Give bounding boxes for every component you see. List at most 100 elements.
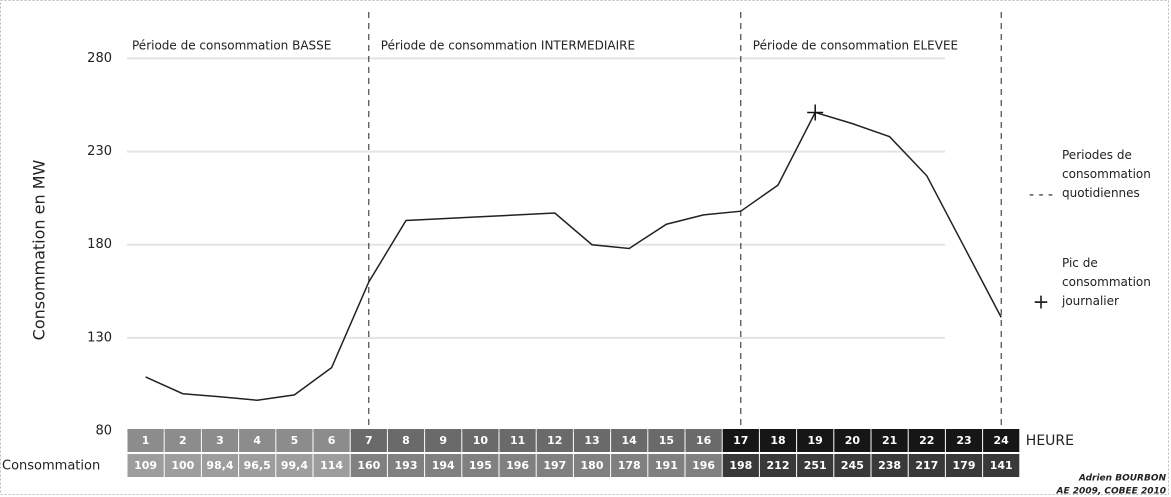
hour-table: 1 109 2 100 3 98,4 4 96,5 5 99,4 6 114 7 160 8 193 9 194 1… — [127, 429, 1020, 477]
period-label: Période de consommation ELEVEE — [753, 39, 958, 53]
hour-cell — [685, 429, 722, 452]
hour-cell — [536, 429, 573, 452]
y-tick-label: 230 — [87, 144, 112, 159]
hour-cell — [759, 429, 797, 452]
hour-cell — [648, 429, 685, 452]
hour-cell — [350, 429, 387, 452]
hour-label: 4 — [253, 434, 261, 447]
hour-label: 9 — [439, 434, 447, 447]
hour-label: 14 — [622, 434, 638, 447]
hour-cell — [834, 429, 871, 452]
hour-label: 5 — [291, 434, 299, 447]
value-label: 99,4 — [281, 459, 308, 472]
value-cell — [127, 454, 164, 477]
hour-label: 6 — [328, 434, 336, 447]
value-label: 96,5 — [244, 459, 271, 472]
y-tick-label: 280 — [87, 51, 112, 66]
value-cell — [797, 454, 834, 477]
value-label: 109 — [134, 459, 157, 472]
legend-label: Pic de consommation journalier — [1061, 256, 1151, 308]
value-label: 196 — [506, 459, 529, 472]
hour-cell — [908, 429, 945, 452]
hour-cell — [871, 429, 908, 452]
legend-symbol: + — [1033, 290, 1050, 314]
credit: Adrien BOURBON — [1078, 474, 1167, 484]
value-cell — [462, 454, 499, 477]
hour-cell — [239, 429, 276, 452]
value-label: 160 — [357, 459, 380, 472]
value-cell — [387, 454, 425, 477]
y-axis-label: Consommation en MW — [30, 160, 49, 341]
y-tick-label: 180 — [87, 237, 112, 252]
period-label: Période de consommation INTERMEDIAIRE — [381, 39, 635, 53]
value-label: 212 — [767, 459, 790, 472]
value-label: 217 — [915, 459, 938, 472]
value-cell — [834, 454, 871, 477]
value-cell — [759, 454, 797, 477]
credit: AE 2009, COBEE 2010 — [1056, 487, 1166, 497]
value-cell — [722, 454, 759, 477]
hour-label: 11 — [510, 434, 525, 447]
hour-cell — [201, 429, 239, 452]
row-label: Consommation — [2, 459, 100, 474]
value-cell — [611, 454, 648, 477]
hour-label: 20 — [845, 434, 861, 447]
value-cell — [871, 454, 908, 477]
hour-label: 12 — [547, 434, 562, 447]
value-label: 178 — [618, 459, 641, 472]
y-tick-label: 130 — [87, 330, 112, 345]
value-cell — [164, 454, 201, 477]
hour-label: 8 — [402, 434, 410, 447]
legend-label: Periodes de consommation quotidiennes — [1062, 148, 1151, 200]
line — [145, 111, 1002, 402]
hour-label: 3 — [216, 434, 224, 447]
value-cell — [536, 454, 573, 477]
hour-cell — [945, 429, 983, 452]
value-label: 245 — [841, 459, 864, 472]
hour-cell — [164, 429, 201, 452]
value-cell — [983, 454, 1020, 477]
hour-label: 13 — [584, 434, 599, 447]
value-label: 194 — [432, 459, 455, 472]
hour-cell — [276, 429, 313, 452]
hour-label: 2 — [179, 434, 187, 447]
hour-label: 15 — [659, 434, 674, 447]
hour-cell — [313, 429, 350, 452]
hour-cell — [573, 429, 611, 452]
hour-cell — [425, 429, 462, 452]
value-label: 195 — [469, 459, 492, 472]
value-cell — [499, 454, 536, 477]
value-cell — [313, 454, 350, 477]
row-label: HEURE — [1026, 433, 1074, 449]
hour-label: 22 — [919, 434, 934, 447]
hour-label: 7 — [365, 434, 373, 447]
value-cell — [239, 454, 276, 477]
hour-label: 17 — [733, 434, 748, 447]
value-cell — [648, 454, 685, 477]
hour-label: 1 — [142, 434, 150, 447]
hour-cell — [797, 429, 834, 452]
value-cell — [573, 454, 611, 477]
value-label: 198 — [729, 459, 752, 472]
value-cell — [201, 454, 239, 477]
value-label: 179 — [953, 459, 976, 472]
value-cell — [945, 454, 983, 477]
value-label: 98,4 — [206, 459, 233, 472]
hour-label: 23 — [956, 434, 971, 447]
value-label: 100 — [171, 459, 194, 472]
hour-label: 19 — [808, 434, 823, 447]
value-label: 180 — [581, 459, 604, 472]
value-label: 196 — [692, 459, 715, 472]
hour-cell — [387, 429, 425, 452]
value-cell — [908, 454, 945, 477]
peak-marker — [807, 104, 824, 121]
hour-cell — [499, 429, 536, 452]
value-label: 193 — [395, 459, 418, 472]
value-label: 251 — [804, 459, 827, 472]
y-tick-label: 80 — [95, 424, 112, 439]
value-label: 114 — [320, 459, 343, 472]
hour-cell — [983, 429, 1020, 452]
hour-cell — [462, 429, 499, 452]
